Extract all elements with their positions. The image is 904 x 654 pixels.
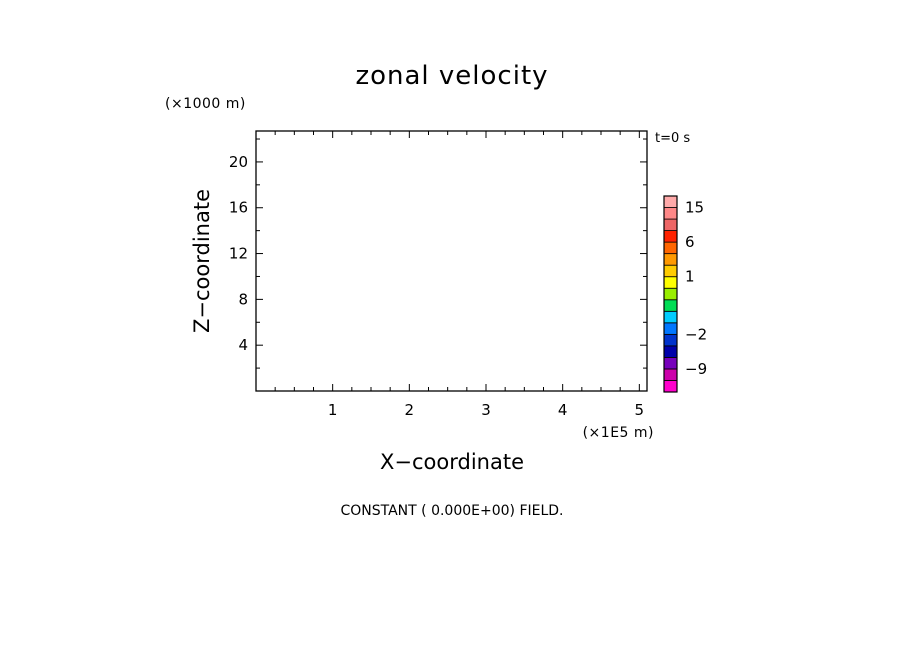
y-tick-label: 8 (238, 290, 248, 308)
colorbar (663, 195, 678, 393)
time-label: t=0 s (655, 131, 690, 146)
colorbar-segment (663, 299, 678, 312)
colorbar-segment (663, 380, 678, 393)
x-unit-label: (×1E5 m) (583, 425, 654, 441)
y-tick-label: 16 (229, 199, 248, 217)
chart-title: zonal velocity (355, 61, 548, 91)
x-axis-tick-labels: 1 2 3 4 5 (328, 401, 644, 419)
colorbar-tick-label: 6 (685, 233, 695, 251)
colorbar-segment (663, 207, 678, 220)
colorbar-segment (663, 333, 678, 347)
colorbar-segment (663, 276, 678, 289)
colorbar-segment (663, 357, 678, 370)
colorbar-segment (663, 218, 678, 231)
colorbar-tick-label: 15 (685, 199, 704, 217)
colorbar-tick-label: −9 (685, 360, 707, 378)
colorbar-segment (663, 195, 678, 208)
colorbar-segment (663, 230, 678, 243)
y-axis-ticks (256, 138, 647, 369)
x-tick-label: 4 (558, 401, 568, 419)
field-note: CONSTANT ( 0.000E+00) FIELD. (340, 503, 563, 519)
y-tick-label: 4 (238, 336, 248, 354)
x-axis-ticks (274, 131, 640, 391)
colorbar-frame (663, 195, 678, 393)
x-tick-label: 1 (328, 401, 338, 419)
colorbar-segment (663, 345, 678, 358)
colorbar-tick-label: 1 (685, 268, 695, 286)
x-tick-label: 5 (635, 401, 645, 419)
y-axis-title: Z−coordinate (190, 189, 214, 333)
colorbar-labels: 15 6 1 −2 −9 (685, 199, 707, 378)
colorbar-segment (663, 322, 678, 335)
colorbar-tick-label: −2 (685, 325, 707, 343)
x-tick-label: 2 (405, 401, 415, 419)
y-unit-label: (×1000 m) (165, 96, 246, 112)
colorbar-segment (663, 310, 678, 324)
x-tick-label: 3 (481, 401, 491, 419)
colorbar-segment (663, 253, 678, 266)
y-axis-tick-labels: 4 8 12 16 20 (229, 153, 248, 354)
x-axis-title: X−coordinate (380, 450, 524, 474)
colorbar-segment (663, 241, 678, 255)
colorbar-segment (663, 368, 678, 381)
plot-frame (255, 130, 648, 392)
y-tick-label: 20 (229, 153, 248, 171)
y-tick-label: 12 (229, 245, 248, 263)
colorbar-segment (663, 287, 678, 301)
colorbar-segment (663, 264, 678, 278)
